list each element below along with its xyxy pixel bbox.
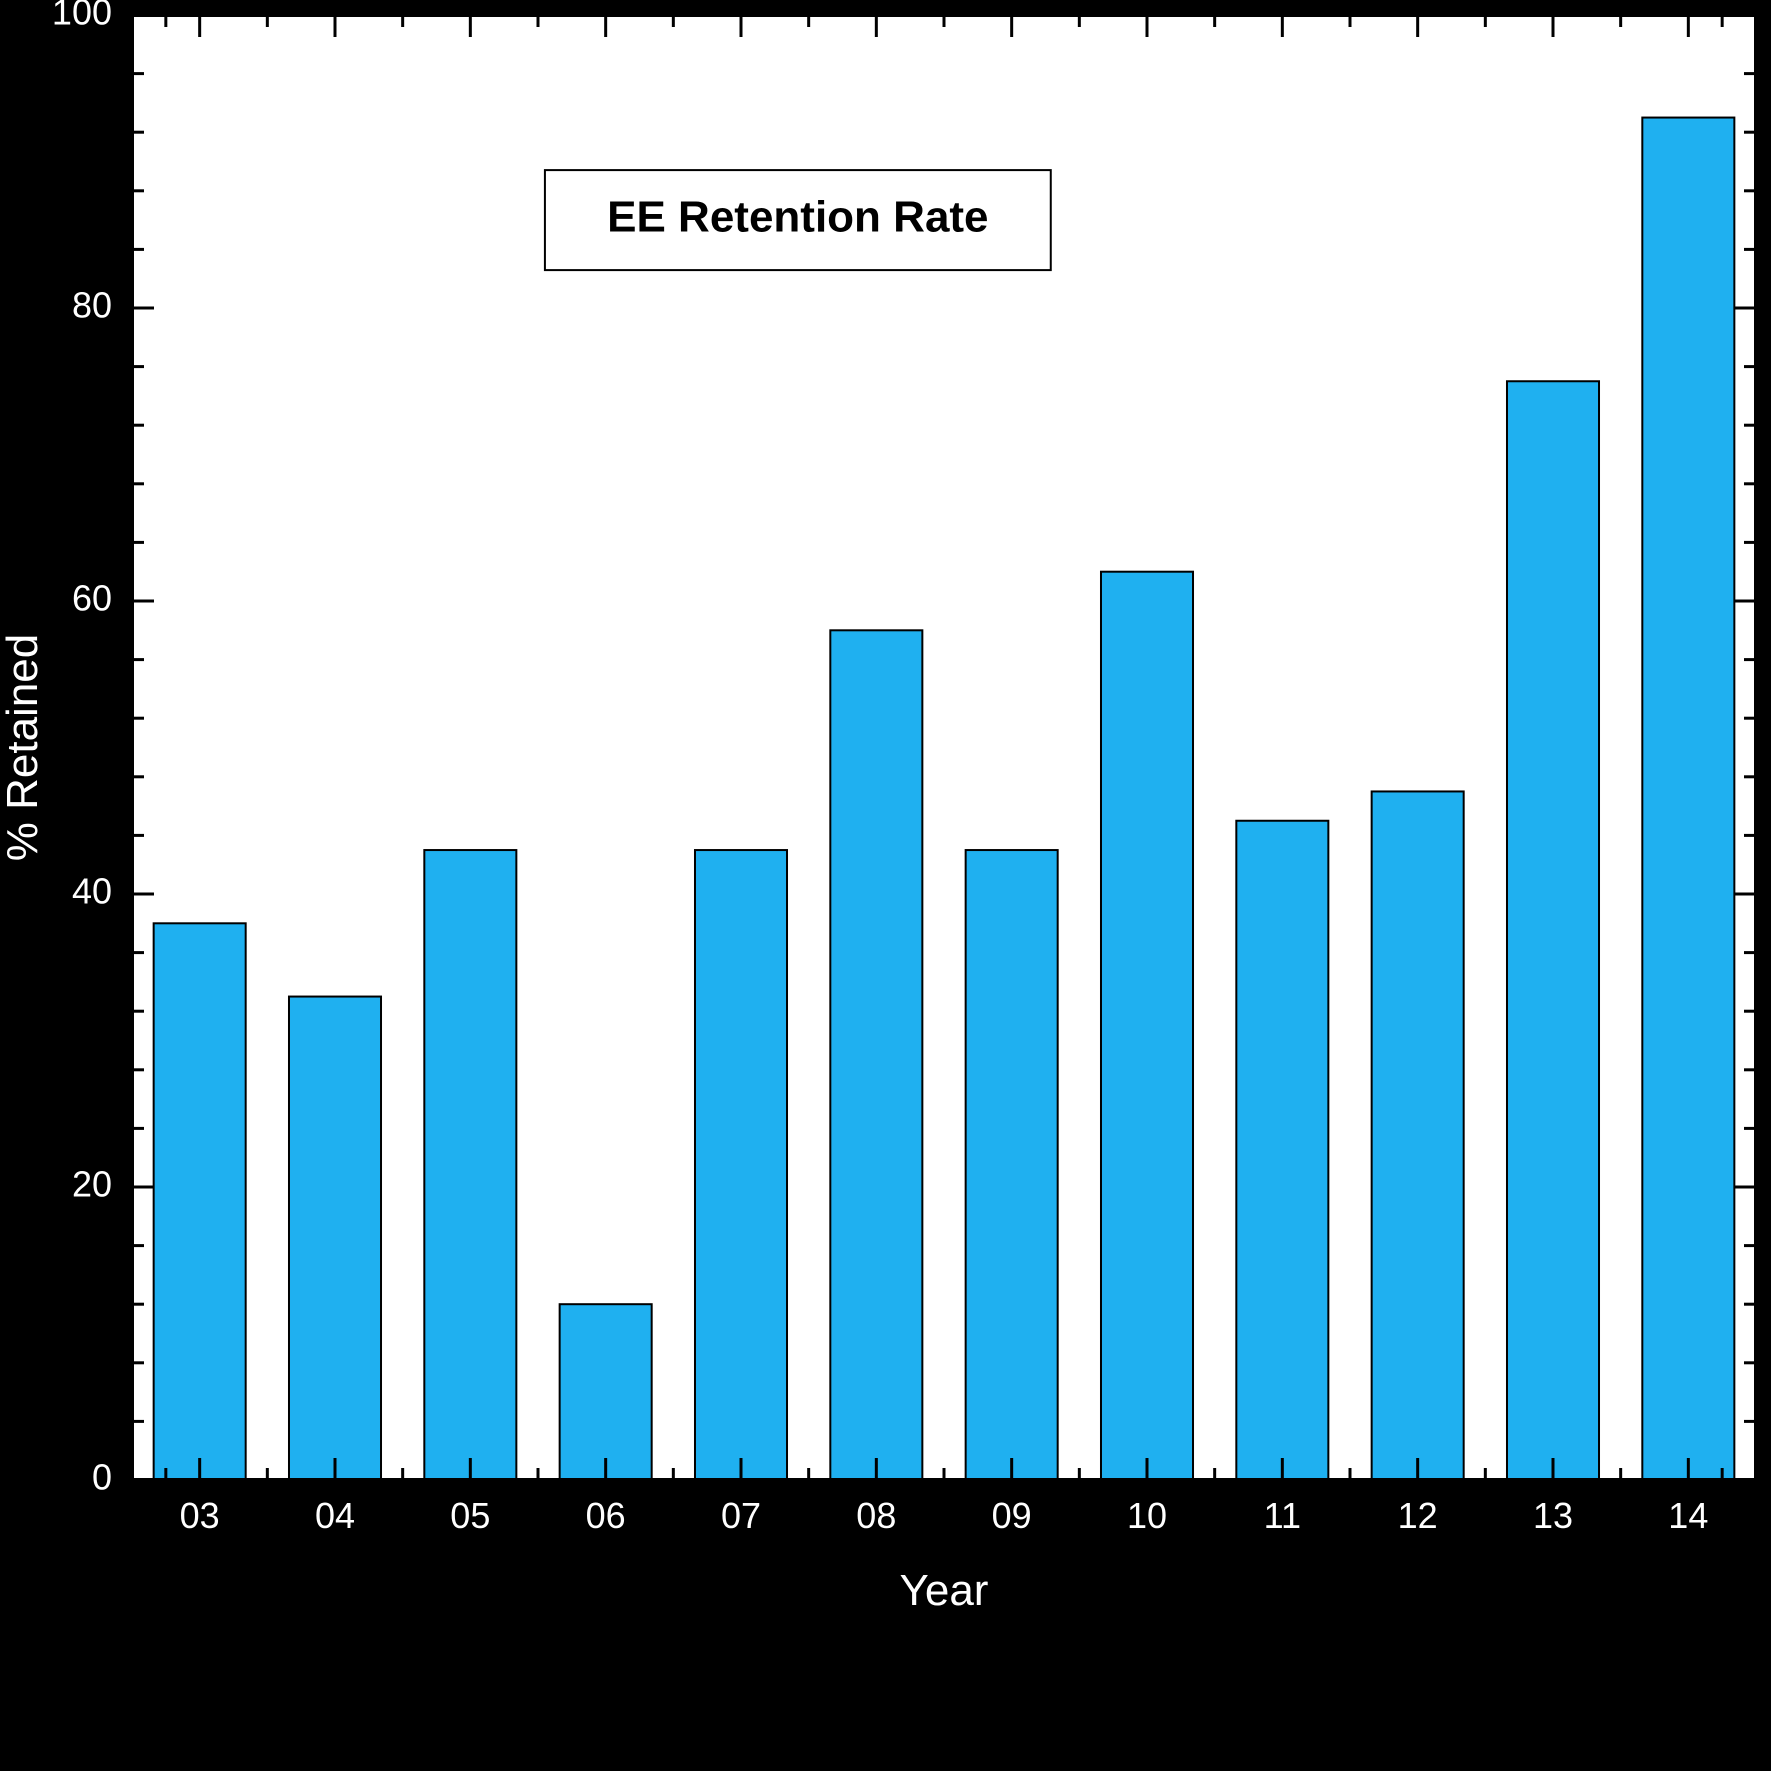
y-tick-label: 40	[72, 871, 112, 912]
y-tick-label: 60	[72, 578, 112, 619]
bar	[1236, 821, 1328, 1480]
x-tick-label: 05	[450, 1495, 490, 1536]
x-tick-label: 13	[1533, 1495, 1573, 1536]
x-tick-label: 12	[1398, 1495, 1438, 1536]
y-tick-label: 100	[52, 0, 112, 33]
x-tick-label: 07	[721, 1495, 761, 1536]
x-tick-label: 09	[992, 1495, 1032, 1536]
bar	[1101, 572, 1193, 1480]
y-tick-label: 80	[72, 285, 112, 326]
bar	[560, 1304, 652, 1480]
x-tick-label: 08	[856, 1495, 896, 1536]
bar	[966, 850, 1058, 1480]
x-tick-label: 14	[1668, 1495, 1708, 1536]
x-tick-label: 06	[586, 1495, 626, 1536]
bar	[830, 630, 922, 1480]
y-tick-label: 20	[72, 1164, 112, 1205]
y-tick-label: 0	[92, 1457, 112, 1498]
bar	[289, 997, 381, 1480]
bar	[1507, 381, 1599, 1480]
x-tick-label: 03	[180, 1495, 220, 1536]
bar-chart: 0 20 40 60 80 100 03 04 05 06 07 08 09 10 11 12 13 14 Year…	[0, 0, 1771, 1771]
x-tick-label: 10	[1127, 1495, 1167, 1536]
x-axis-label: Year	[900, 1566, 989, 1615]
bar	[1642, 118, 1734, 1480]
x-tick-label: 11	[1264, 1495, 1301, 1536]
chart-title: EE Retention Rate	[607, 193, 988, 242]
chart-stage: 0 20 40 60 80 100 03 04 05 06 07 08 09 10 11 12 13 14 Year…	[0, 0, 1771, 1771]
bar	[695, 850, 787, 1480]
bar	[424, 850, 516, 1480]
y-axis-label: % Retained	[0, 634, 47, 861]
bar	[1372, 791, 1464, 1480]
bar	[154, 923, 246, 1480]
x-tick-label: 04	[315, 1495, 355, 1536]
